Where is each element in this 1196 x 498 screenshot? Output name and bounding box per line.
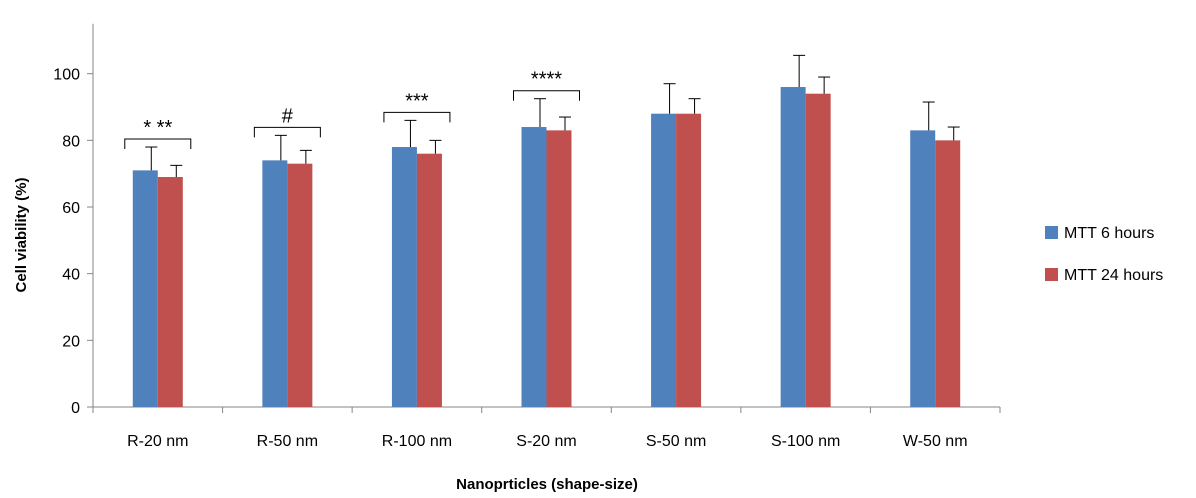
y-axis: 0 20 40 60 80 100	[53, 23, 94, 417]
x-tick-label: S-100 nm	[771, 433, 840, 450]
bar-mtt-24h	[416, 153, 442, 407]
significance-label: ***	[405, 90, 429, 112]
bar-mtt-24h	[546, 130, 572, 407]
x-tick-label: S-20 nm	[516, 433, 576, 450]
significance-label: ****	[531, 69, 562, 91]
bar-mtt-6h	[780, 87, 806, 408]
y-tick-label: 100	[53, 67, 80, 84]
bar-mtt-24h	[157, 177, 183, 407]
x-tick-label: R-50 nm	[257, 433, 318, 450]
bars	[132, 87, 961, 408]
legend: MTT 6 hours MTT 24 hours	[1045, 225, 1163, 284]
bar-mtt-6h	[910, 130, 936, 407]
y-tick-label: 40	[62, 267, 80, 284]
bar-mtt-6h	[521, 127, 547, 407]
error-bars	[145, 54, 960, 178]
bar-mtt-24h	[935, 140, 961, 408]
x-axis-title: Nanoprticles (shape-size)	[456, 476, 638, 493]
legend-swatch	[1045, 226, 1058, 239]
significance-label: * **	[143, 117, 172, 139]
y-tick-label: 60	[62, 200, 80, 217]
y-tick-label: 0	[71, 400, 80, 417]
y-axis-title: Cell viability (%)	[13, 177, 30, 292]
significance-annotations: * **#*******	[124, 69, 580, 150]
bar-mtt-6h	[391, 147, 417, 407]
x-axis: R-20 nm R-50 nm R-100 nm S-20 nm S-50 nm S-10…	[92, 406, 1001, 450]
significance-bracket	[513, 90, 580, 101]
x-tick-label: S-50 nm	[646, 433, 706, 450]
significance-bracket	[124, 138, 192, 150]
bar-mtt-6h	[651, 113, 677, 408]
legend-label: MTT 6 hours	[1064, 225, 1154, 242]
significance-bracket	[253, 126, 321, 138]
legend-swatch	[1045, 268, 1058, 281]
x-tick-label: W-50 nm	[903, 433, 968, 450]
x-tick-label: R-20 nm	[127, 433, 188, 450]
x-tick-label: R-100 nm	[382, 433, 452, 450]
bar-mtt-24h	[805, 93, 831, 407]
legend-label: MTT 24 hours	[1064, 267, 1163, 284]
bar-mtt-24h	[287, 163, 313, 407]
significance-bracket	[383, 111, 451, 123]
bar-mtt-6h	[262, 160, 288, 407]
y-tick-label: 20	[62, 333, 80, 350]
significance-label: #	[282, 105, 294, 127]
y-tick-label: 80	[62, 133, 80, 150]
bar-mtt-6h	[132, 170, 158, 407]
bar-mtt-24h	[676, 113, 702, 408]
